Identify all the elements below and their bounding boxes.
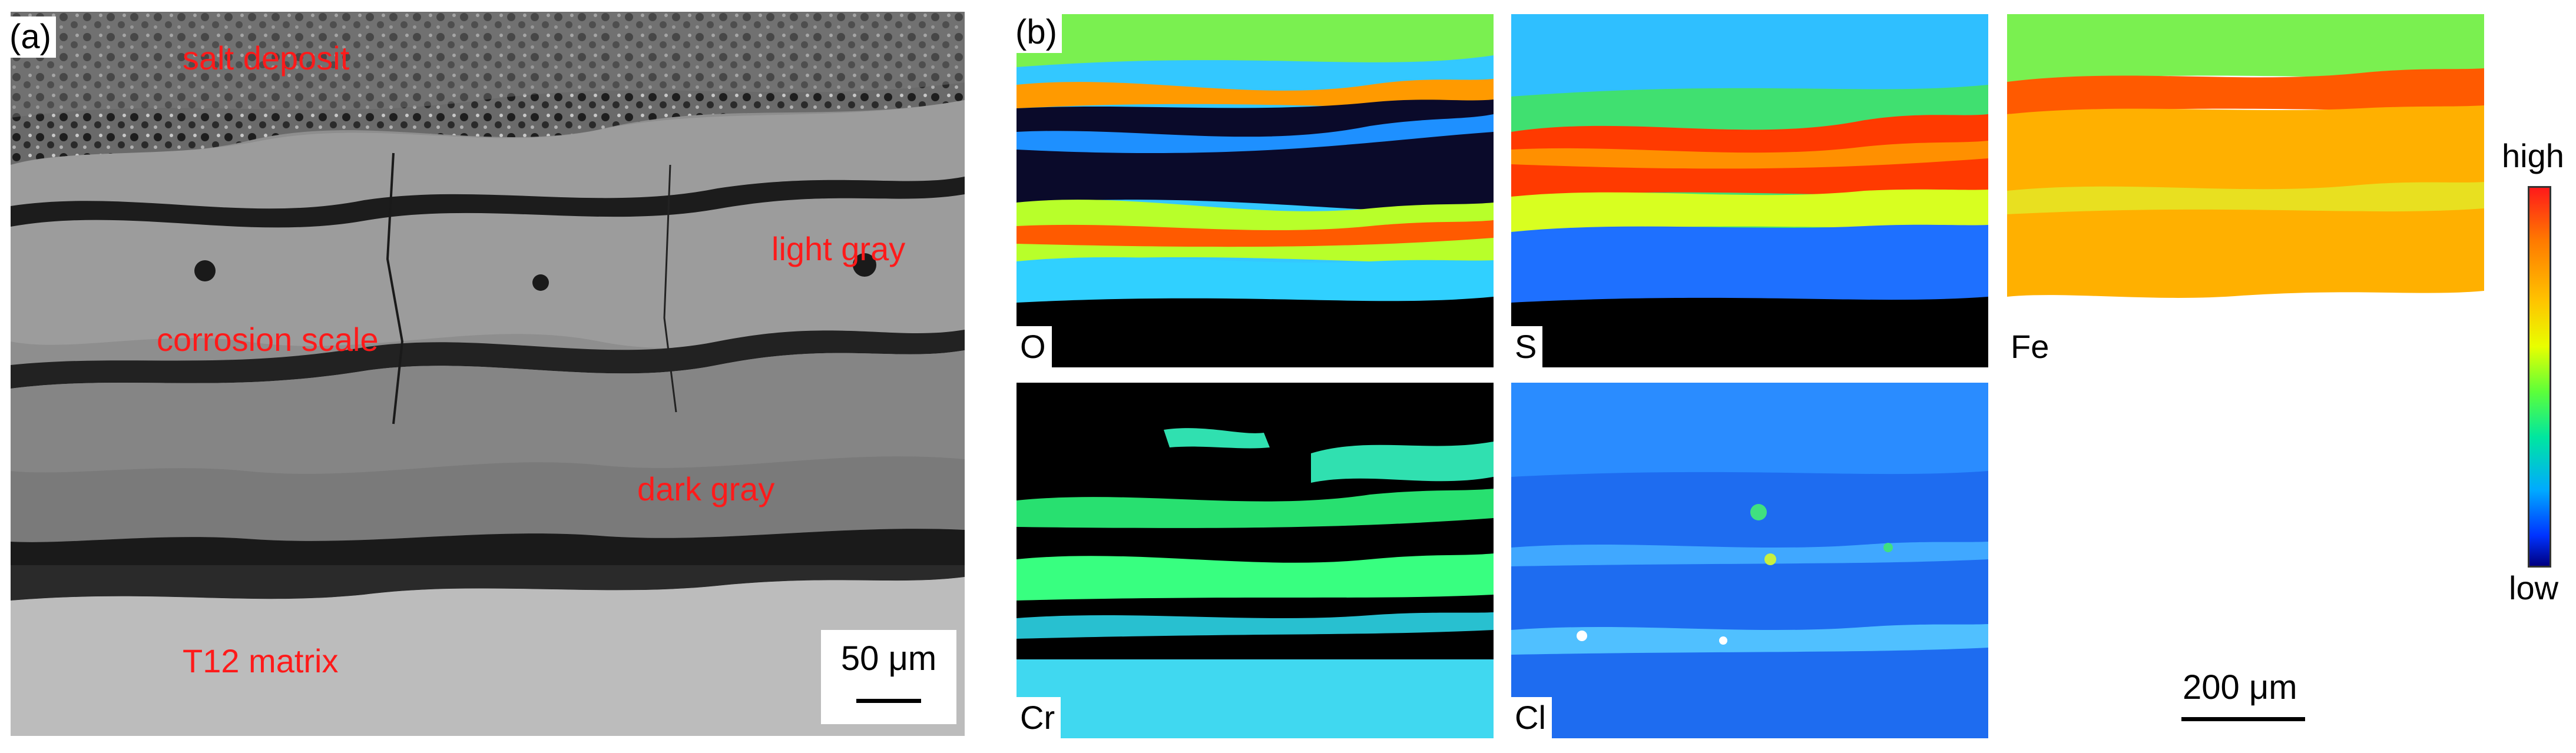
map-cl-image bbox=[1511, 383, 1988, 738]
map-cr-image bbox=[1017, 428, 1494, 738]
sem-scale-bar: 50 μm bbox=[821, 630, 956, 724]
map-cr: Cr bbox=[1017, 383, 1494, 738]
map-cl: Cl bbox=[1511, 383, 1988, 738]
label-t12-matrix: T12 matrix bbox=[183, 642, 339, 679]
map-s: S bbox=[1511, 14, 1988, 367]
map-scale-bar-text: 200 μm bbox=[2183, 668, 2297, 706]
colorbar bbox=[2528, 186, 2551, 568]
sem-scale-bar-line bbox=[856, 699, 921, 703]
label-light-gray: light gray bbox=[772, 230, 906, 267]
label-dark-gray: dark gray bbox=[637, 470, 775, 507]
map-o-label: O bbox=[1017, 326, 1052, 367]
sem-scale-bar-text: 50 μm bbox=[840, 639, 937, 678]
map-fe: Fe bbox=[2007, 14, 2484, 367]
label-corrosion-scale: corrosion scale bbox=[157, 321, 379, 358]
map-fe-image bbox=[2007, 14, 2484, 298]
sem-micrograph bbox=[11, 12, 965, 736]
map-s-label: S bbox=[1511, 326, 1543, 367]
colorbar-low-label: low bbox=[2509, 569, 2559, 606]
sem-image: salt deposit light gray corrosion scale … bbox=[11, 12, 965, 736]
map-cl-label: Cl bbox=[1511, 697, 1552, 738]
panel-a-label: (a) bbox=[5, 16, 56, 58]
map-s-image bbox=[1511, 14, 1988, 367]
colorbar-high-label: high bbox=[2502, 137, 2564, 174]
map-o: O bbox=[1017, 14, 1494, 367]
map-cr-label: Cr bbox=[1017, 697, 1061, 738]
map-scale-bar-line bbox=[2181, 717, 2305, 721]
label-salt-deposit: salt deposit bbox=[183, 39, 350, 77]
map-o-image bbox=[1017, 14, 1494, 367]
panel-b-label: (b) bbox=[1011, 12, 1062, 53]
map-fe-label: Fe bbox=[2007, 326, 2055, 367]
